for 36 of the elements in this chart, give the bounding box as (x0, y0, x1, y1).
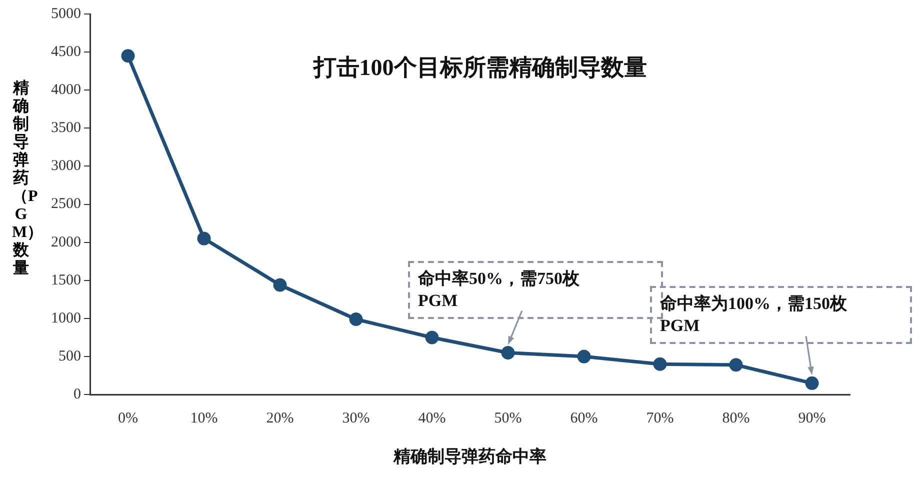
y-tick-label: 1000 (51, 310, 81, 326)
annotation: 命中率50%，需750枚PGM (418, 268, 580, 310)
point (805, 376, 819, 390)
point (729, 358, 743, 372)
y-tick-label: 5000 (51, 6, 81, 22)
point (349, 312, 363, 326)
x-tick-label: 40% (418, 410, 446, 427)
y-tick-label: 4000 (51, 82, 81, 98)
y-tick-label: 500 (58, 348, 81, 364)
y-tick-label: 2500 (51, 196, 81, 212)
text: 打击100个目标所需精确制导数量 (312, 54, 647, 80)
point (501, 346, 515, 360)
y-tick-label: 1500 (51, 272, 81, 288)
point (273, 278, 287, 292)
x-tick-label: 10% (190, 410, 218, 427)
y-tick-label: 2000 (51, 234, 81, 250)
x-tick-label: 20% (266, 410, 294, 427)
point (121, 49, 135, 63)
point (197, 232, 211, 246)
y-tick-label: 3000 (51, 158, 81, 174)
x-tick-label: 80% (722, 410, 750, 427)
point (425, 330, 439, 344)
x-tick-label: 0% (118, 410, 138, 427)
x-axis-title: 精确制导弹药命中率 (392, 447, 546, 466)
x-tick-label: 60% (570, 410, 598, 427)
text: 精确制导弹药（PGM）数量 (12, 80, 44, 277)
point (653, 357, 667, 371)
x-tick-label: 90% (798, 410, 826, 427)
y-tick-label: 3500 (51, 120, 81, 136)
y-tick-label: 4500 (51, 44, 81, 60)
point (577, 350, 591, 364)
y-tick-label: 0 (74, 386, 81, 403)
annotation: 命中率为100%，需150枚PGM (650, 286, 912, 344)
x-tick-label: 70% (646, 410, 674, 427)
x-tick-label: 30% (342, 410, 370, 427)
x-tick-label: 50% (494, 410, 522, 427)
